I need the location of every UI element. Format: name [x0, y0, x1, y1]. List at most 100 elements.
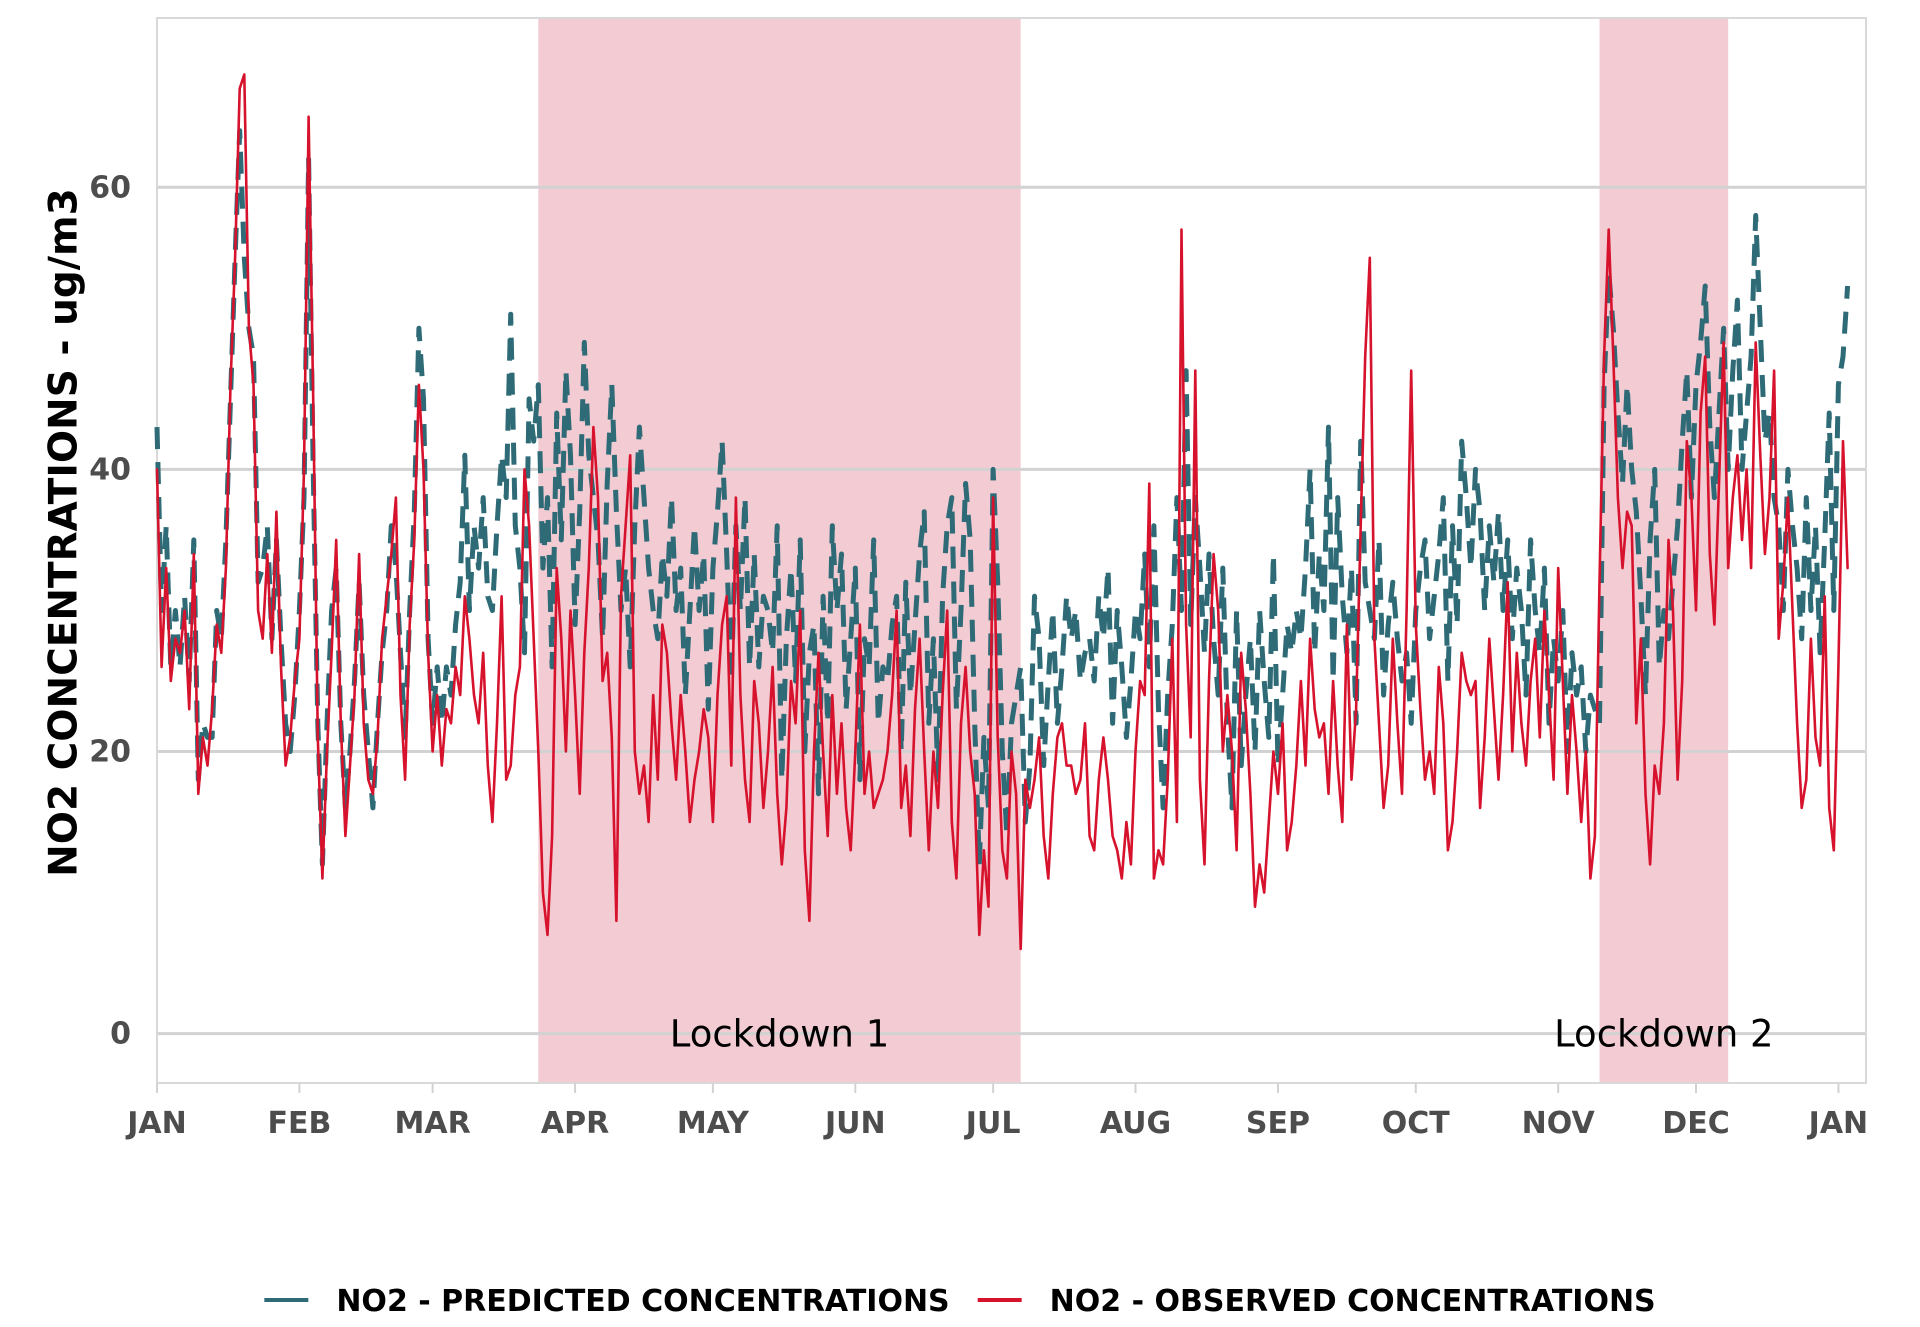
data-point: [652, 694, 655, 697]
data-point: [794, 722, 797, 725]
data-point: [220, 651, 223, 654]
data-point: [1327, 426, 1330, 429]
data-point: [1828, 412, 1831, 415]
data-point: [1465, 496, 1468, 499]
data-point: [1120, 877, 1123, 880]
data-point: [1667, 637, 1670, 640]
data-point: [206, 764, 209, 767]
data-point: [771, 651, 774, 654]
data-point: [1663, 722, 1666, 725]
data-point: [1323, 609, 1326, 612]
data-point: [1396, 637, 1399, 640]
data-point: [1846, 567, 1849, 570]
data-point: [684, 750, 687, 753]
data-point: [1713, 623, 1716, 626]
data-point: [1465, 680, 1468, 683]
data-point: [1038, 637, 1041, 640]
data-point: [1061, 666, 1064, 669]
data-point: [1828, 807, 1831, 810]
data-point: [1704, 355, 1707, 358]
data-point: [367, 778, 370, 781]
data-point: [1722, 341, 1725, 344]
data-point: [1764, 553, 1767, 556]
data-point: [1244, 708, 1247, 711]
data-point: [638, 426, 641, 429]
data-point: [1382, 807, 1385, 810]
data-point: [987, 905, 990, 908]
data-point: [1267, 736, 1270, 739]
data-point: [753, 553, 756, 556]
data-point: [183, 609, 186, 612]
data-point: [1033, 595, 1036, 598]
data-point: [1300, 637, 1303, 640]
data-point: [238, 87, 241, 90]
data-point: [1823, 539, 1826, 542]
data-point: [872, 539, 875, 542]
data-point: [776, 792, 779, 795]
data-point: [1708, 426, 1711, 429]
data-point: [468, 637, 471, 640]
x-tick-label: AUG: [1100, 1106, 1171, 1141]
data-point: [868, 750, 871, 753]
data-point: [1176, 821, 1179, 824]
data-point: [799, 539, 802, 542]
data-point: [1644, 694, 1647, 697]
data-point: [1561, 680, 1564, 683]
data-point: [418, 327, 421, 330]
data-point: [689, 609, 692, 612]
data-point: [1718, 482, 1721, 485]
data-point: [1626, 510, 1629, 513]
data-point: [1525, 764, 1528, 767]
data-point: [1424, 778, 1427, 781]
data-point: [1814, 736, 1817, 739]
data-point: [969, 750, 972, 753]
data-point: [445, 666, 448, 669]
data-point: [1561, 609, 1564, 612]
data-point: [679, 694, 682, 697]
data-point: [1782, 581, 1785, 584]
data-point: [1690, 496, 1693, 499]
data-point: [1254, 905, 1257, 908]
data-point: [1304, 764, 1307, 767]
data-point: [707, 736, 710, 739]
data-point: [1741, 468, 1744, 471]
data-point: [1525, 694, 1528, 697]
data-point: [904, 764, 907, 767]
data-point: [762, 595, 765, 598]
data-point: [1047, 680, 1050, 683]
data-point: [1419, 708, 1422, 711]
data-point: [725, 553, 728, 556]
data-point: [1410, 369, 1413, 372]
data-point: [284, 764, 287, 767]
data-point: [1111, 722, 1114, 725]
data-point: [1741, 539, 1744, 542]
data-point: [551, 666, 554, 669]
data-point: [877, 722, 880, 725]
data-point: [519, 666, 522, 669]
data-point: [661, 553, 664, 556]
data-point: [1391, 581, 1394, 584]
data-point: [1456, 750, 1459, 753]
data-point: [1070, 637, 1073, 640]
data-point: [1846, 285, 1849, 288]
data-point: [684, 694, 687, 697]
data-point: [266, 524, 269, 527]
data-point: [1552, 637, 1555, 640]
data-point: [854, 750, 857, 753]
data-point: [780, 778, 783, 781]
x-tick-label: MAY: [677, 1106, 750, 1141]
data-point: [1474, 680, 1477, 683]
data-point: [744, 778, 747, 781]
data-point: [1199, 567, 1202, 570]
data-point: [1810, 637, 1813, 640]
data-point: [450, 722, 453, 725]
data-point: [941, 694, 944, 697]
plot-panel-border: [156, 17, 1867, 1084]
data-point: [1520, 722, 1523, 725]
data-point: [1391, 637, 1394, 640]
data-point: [927, 722, 930, 725]
data-point: [546, 496, 549, 499]
data-point: [1134, 750, 1137, 753]
data-point: [1139, 637, 1142, 640]
data-point: [1685, 369, 1688, 372]
